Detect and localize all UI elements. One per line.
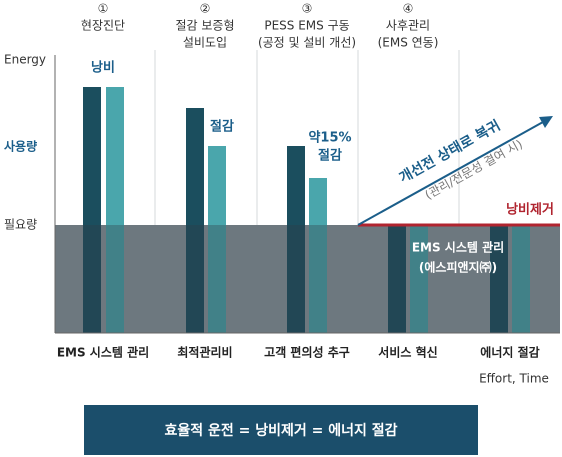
y-label: 필요량 (4, 218, 37, 232)
step-label: (EMS 연동) (378, 36, 439, 50)
step-label: 절감 보증형 (175, 19, 234, 33)
step-label: 설비도입 (183, 36, 227, 50)
saving-label: 약15% (308, 130, 351, 146)
y-label: 사용량 (4, 139, 37, 154)
step-marker: ① (98, 2, 109, 16)
category-label: 에너지 절감 (480, 345, 539, 360)
category-label: 고객 편의성 추구 (264, 345, 350, 360)
bars (83, 87, 530, 333)
step-label: (공정 및 설비 개선) (258, 36, 356, 50)
trend-arrow (357, 121, 544, 226)
x-axis-label: Effort, Time (479, 372, 549, 386)
step-marker: ③ (302, 2, 313, 16)
step-label: 사후관리 (386, 19, 430, 33)
arrow-head (539, 116, 553, 128)
step-label: 현장진단 (81, 19, 125, 33)
category-label: EMS 시스템 관리 (57, 345, 149, 360)
category-label: 서비스 혁신 (378, 345, 437, 360)
ems-label: (에스피앤지㈜) (419, 260, 497, 275)
waste-removal-label: 낭비제거 (506, 202, 554, 218)
step-marker: ④ (403, 2, 414, 16)
required-band (55, 225, 560, 333)
category-label: 최적관리비 (177, 345, 232, 360)
band-overlay (55, 225, 560, 333)
step-marker: ② (200, 2, 211, 16)
saving-label: 절감 (318, 149, 342, 164)
banner-text: 효율적 운전 = 낭비제거 = 에너지 절감 (164, 422, 397, 439)
waste-label: 낭비 (91, 60, 115, 76)
ems-label: EMS 시스템 관리 (412, 240, 504, 255)
y-label: Energy (4, 53, 46, 67)
step-label: PESS EMS 구동 (264, 19, 349, 33)
saving-label: 절감 (210, 120, 234, 135)
banner-box (84, 405, 478, 455)
